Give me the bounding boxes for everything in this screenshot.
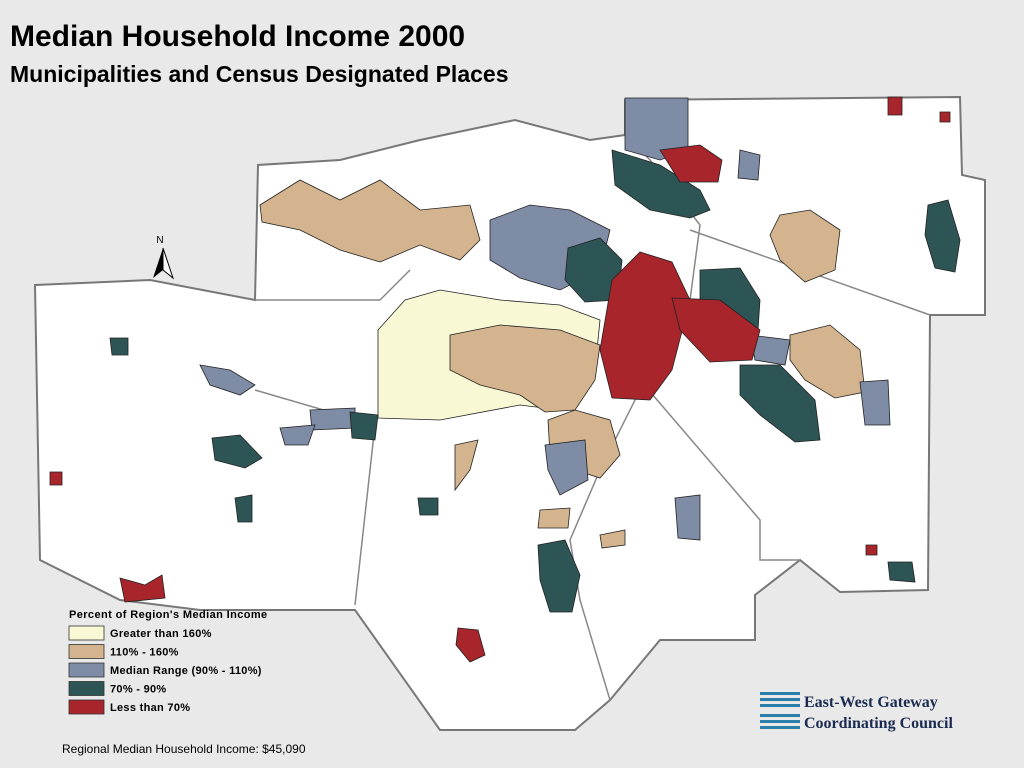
legend-swatch <box>68 699 105 715</box>
legend-label: 70% - 90% <box>110 684 167 696</box>
municipality <box>671 297 761 363</box>
municipality <box>544 439 589 496</box>
north-arrow: N <box>153 235 175 280</box>
municipality <box>789 324 866 399</box>
municipality <box>739 364 821 443</box>
legend-label: 110% - 160% <box>110 647 179 659</box>
municipality <box>599 251 691 401</box>
logo-line1: East-West Gateway <box>804 694 938 711</box>
legend-swatch <box>68 644 105 659</box>
municipality <box>887 561 916 583</box>
municipality <box>859 379 891 426</box>
municipality <box>674 494 701 541</box>
logo-mark <box>760 692 800 729</box>
municipality <box>611 149 711 219</box>
municipality <box>537 507 571 529</box>
arrow-right <box>162 247 175 280</box>
municipality <box>199 364 256 396</box>
north-label: N <box>156 235 163 246</box>
municipality <box>349 411 379 441</box>
logo: East-West Gateway Coordinating Council <box>760 692 953 732</box>
legend-swatch <box>68 681 105 696</box>
municipality <box>737 149 761 181</box>
subtitle: Municipalities and Census Designated Pla… <box>10 61 509 87</box>
municipality <box>659 144 723 183</box>
municipality <box>454 439 479 492</box>
municipality <box>769 209 841 283</box>
municipality <box>309 407 356 431</box>
logo-line2: Coordinating Council <box>804 715 953 732</box>
municipality <box>234 494 253 523</box>
municipality <box>887 96 903 116</box>
municipality <box>259 179 481 263</box>
municipality <box>109 337 129 356</box>
municipality <box>537 539 581 613</box>
municipality <box>924 199 961 273</box>
municipality <box>49 471 63 486</box>
footnote: Regional Median Household Income: $45,09… <box>62 742 306 756</box>
municipality <box>417 497 439 516</box>
river <box>255 269 411 301</box>
title: Median Household Income 2000 <box>10 20 465 53</box>
county-line <box>639 379 800 561</box>
arrow-left <box>153 248 163 278</box>
municipality <box>939 111 951 123</box>
legend-swatch <box>68 662 105 678</box>
municipality <box>455 627 486 663</box>
municipality <box>599 529 626 549</box>
municipalities <box>49 96 961 663</box>
municipality <box>211 434 263 469</box>
legend-swatch <box>68 625 105 641</box>
legend-label: Greater than 160% <box>110 628 212 640</box>
municipality <box>119 574 166 603</box>
legend: Greater than 160% 110% - 160% Median Range… <box>68 625 262 715</box>
municipality <box>865 544 878 556</box>
legend-label: Less than 70% <box>110 702 190 714</box>
legend-label: Median Range (90% - 110%) <box>110 665 262 677</box>
legend-title: Percent of Region's Median Income <box>69 609 268 621</box>
municipality <box>279 424 316 446</box>
